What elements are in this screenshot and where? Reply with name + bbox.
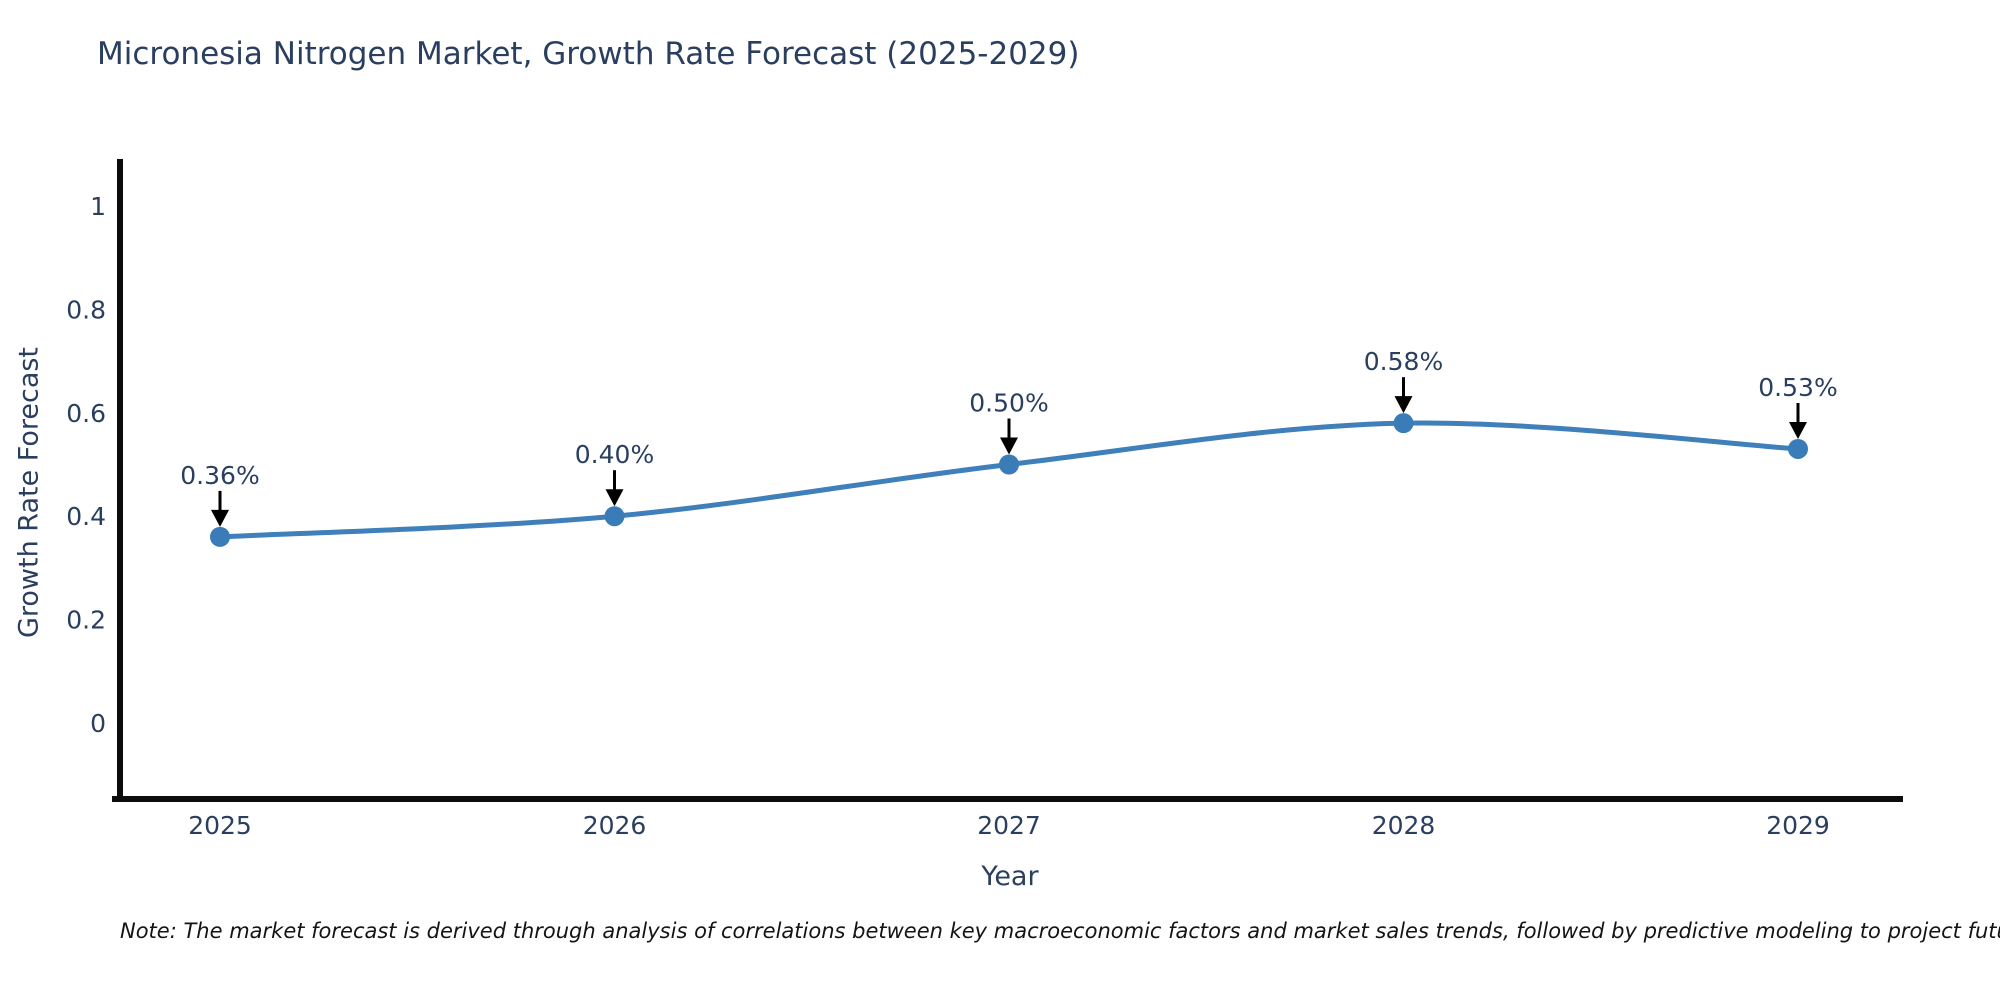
data-point-label: 0.36% xyxy=(180,461,259,490)
data-point-marker xyxy=(604,506,625,527)
data-point-marker xyxy=(1788,438,1808,459)
data-point-label: 0.50% xyxy=(969,389,1048,418)
y-tick-label: 1 xyxy=(90,192,106,221)
annotation-arrowhead-icon xyxy=(1789,421,1807,439)
y-axis-title: Growth Rate Forecast xyxy=(13,346,45,639)
data-point-marker xyxy=(1393,413,1414,434)
footnote: Note: The market forecast is derived thr… xyxy=(120,919,2000,943)
annotation-arrowhead-icon xyxy=(211,509,229,527)
data-point-label: 0.53% xyxy=(1758,373,1837,402)
data-point-label: 0.40% xyxy=(575,440,654,469)
annotation-arrowhead-icon xyxy=(1394,396,1413,414)
data-point-label: 0.58% xyxy=(1364,347,1443,376)
annotation-arrowhead-icon xyxy=(605,489,624,507)
y-tick-label: 0.2 xyxy=(66,606,106,635)
y-tick-label: 0.8 xyxy=(66,295,106,324)
x-tick-label: 2027 xyxy=(977,811,1041,840)
chart-title: Micronesia Nitrogen Market, Growth Rate … xyxy=(97,36,1080,72)
x-tick-label: 2028 xyxy=(1372,811,1436,840)
y-tick-label: 0 xyxy=(90,709,106,738)
y-tick-label: 0.4 xyxy=(66,502,106,531)
x-tick-label: 2025 xyxy=(188,811,252,840)
x-tick-label: 2026 xyxy=(583,811,647,840)
x-tick-label: 2029 xyxy=(1766,811,1830,840)
y-tick-label: 0.6 xyxy=(66,399,106,428)
x-axis-title: Year xyxy=(981,861,1039,892)
data-point-marker xyxy=(999,454,1019,475)
data-point-marker xyxy=(210,526,230,547)
annotation-arrowhead-icon xyxy=(1000,437,1018,455)
